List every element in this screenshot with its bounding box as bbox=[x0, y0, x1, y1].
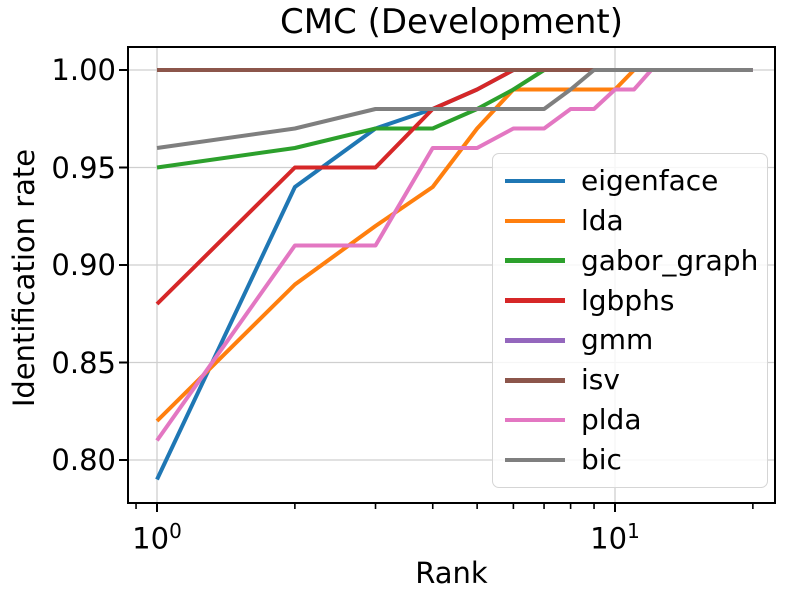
legend-label-gabor_graph: gabor_graph bbox=[581, 243, 759, 277]
series-line-bic bbox=[156, 68, 753, 150]
legend-label-bic: bic bbox=[581, 443, 622, 476]
legend-label-eigenface: eigenface bbox=[581, 163, 719, 197]
legend-item-lda: lda bbox=[493, 203, 767, 237]
chart-title: CMC (Development) bbox=[279, 2, 624, 42]
legend-item-plda: plda bbox=[493, 405, 767, 435]
x-tick-label-10e0: 100 bbox=[132, 519, 182, 556]
y-tick-label-0.85: 0.85 bbox=[51, 345, 116, 380]
y-tick-label-0.95: 0.95 bbox=[51, 150, 116, 185]
legend-label-lda: lda bbox=[581, 203, 624, 237]
x-axis-label: Rank bbox=[415, 556, 488, 590]
legend-item-lgbphs: lgbphs bbox=[493, 283, 767, 317]
legend-item-gmm: gmm bbox=[493, 325, 767, 355]
axes-frame bbox=[127, 46, 776, 504]
legend-line-sample-isv bbox=[505, 378, 565, 383]
y-tick-label-0.80: 0.80 bbox=[51, 443, 116, 477]
x-tick-label-10e1: 101 bbox=[590, 519, 640, 556]
legend-line-sample-lgbphs bbox=[505, 298, 565, 303]
legend-line-sample-eigenface bbox=[505, 178, 565, 184]
legend-label-gmm: gmm bbox=[581, 323, 654, 357]
legend-line-sample-bic bbox=[505, 457, 565, 463]
legend-line-sample-plda bbox=[505, 417, 565, 423]
legend-item-isv: isv bbox=[493, 365, 767, 395]
legend-item-gabor_graph: gabor_graph bbox=[493, 243, 767, 277]
legend-line-sample-lda bbox=[505, 218, 565, 223]
legend-item-eigenface: eigenface bbox=[493, 163, 767, 197]
legend-item-bic: bic bbox=[493, 445, 767, 475]
legend-line-sample-gmm bbox=[505, 338, 565, 343]
legend-line-sample-gabor_graph bbox=[505, 258, 565, 263]
legend-label-isv: isv bbox=[581, 363, 620, 397]
legend-label-plda: plda bbox=[581, 403, 642, 437]
y-tick-label-0.90: 0.90 bbox=[51, 248, 116, 282]
legend-label-lgbphs: lgbphs bbox=[581, 283, 675, 317]
y-tick-label-1.00: 1.00 bbox=[51, 53, 116, 87]
